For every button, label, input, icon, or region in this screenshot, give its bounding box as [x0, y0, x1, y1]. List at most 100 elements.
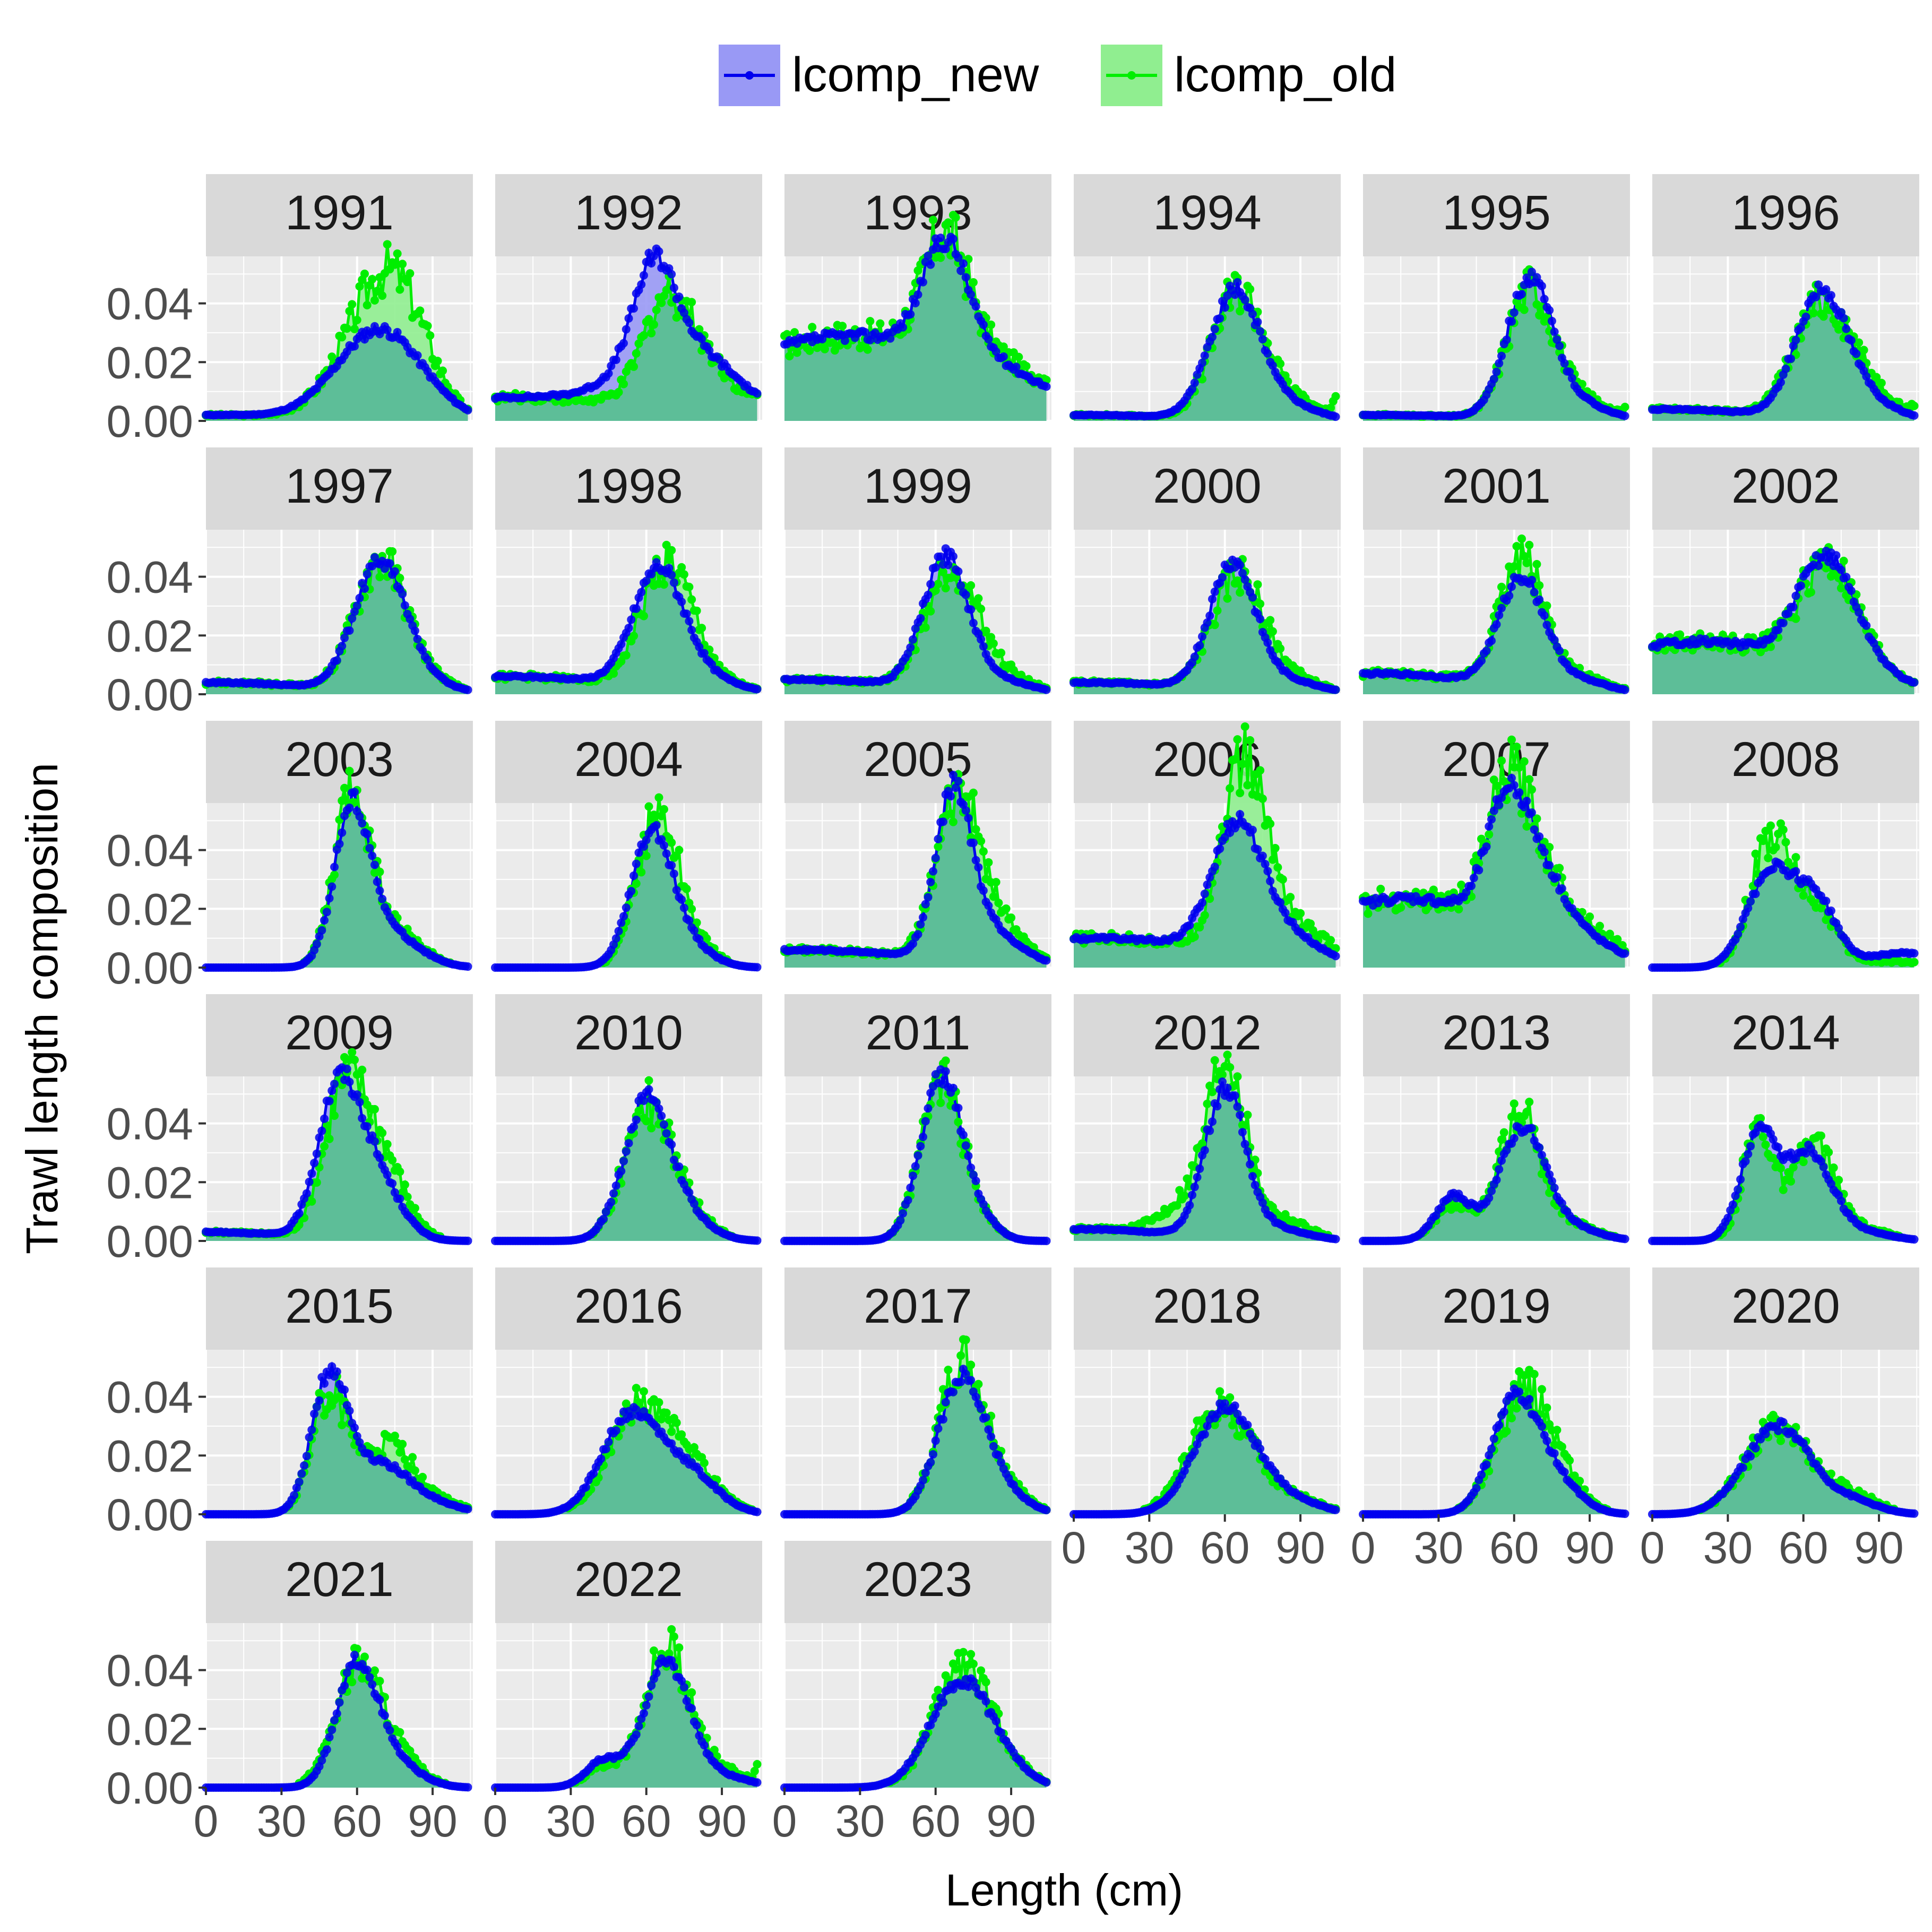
point-lcomp-new: [1620, 685, 1629, 694]
point-lcomp-new: [1527, 808, 1536, 817]
point-lcomp-new: [1510, 308, 1519, 317]
point-lcomp-new: [1535, 595, 1544, 604]
point-lcomp-new: [1266, 877, 1275, 886]
legend-label: lcomp_new: [792, 48, 1039, 102]
point-lcomp-new: [967, 1163, 976, 1172]
point-lcomp-new: [619, 1157, 628, 1166]
point-lcomp-old: [345, 307, 354, 316]
point-lcomp-new: [1210, 325, 1219, 334]
area-overlap: [495, 276, 757, 421]
point-lcomp-old: [838, 322, 847, 331]
point-lcomp-old: [1806, 588, 1815, 597]
point-lcomp-old: [659, 580, 668, 589]
point-lcomp-new: [1482, 842, 1491, 851]
point-lcomp-old: [987, 320, 996, 329]
panel-2012: 2012: [1070, 994, 1341, 1244]
strip-background: [1363, 174, 1630, 256]
point-lcomp-new: [946, 792, 955, 801]
point-lcomp-old: [1819, 312, 1828, 321]
point-lcomp-old: [934, 842, 943, 851]
point-lcomp-new: [924, 1104, 933, 1113]
point-lcomp-new: [662, 1129, 671, 1138]
point-lcomp-new: [679, 903, 688, 912]
point-lcomp-new: [607, 1197, 616, 1206]
point-lcomp-new: [1238, 1128, 1247, 1137]
point-lcomp-old: [805, 346, 814, 355]
point-lcomp-old: [1396, 903, 1405, 912]
point-lcomp-old: [1520, 757, 1529, 766]
point-lcomp-old: [639, 611, 648, 620]
point-lcomp-old: [350, 1055, 359, 1064]
point-lcomp-new: [327, 882, 337, 891]
point-lcomp-old: [1253, 580, 1262, 589]
point-lcomp-old: [1535, 581, 1544, 590]
point-lcomp-new: [1530, 588, 1539, 597]
point-lcomp-old: [1002, 904, 1011, 913]
point-lcomp-new: [1042, 1236, 1051, 1245]
point-lcomp-new: [969, 839, 978, 848]
point-lcomp-new: [1230, 1091, 1239, 1100]
point-lcomp-old: [363, 300, 372, 309]
point-lcomp-new: [956, 266, 965, 275]
point-lcomp-old: [685, 582, 694, 591]
point-lcomp-old: [1872, 373, 1881, 382]
point-lcomp-old: [647, 329, 656, 338]
area-overlap: [1363, 275, 1625, 421]
point-lcomp-old: [954, 1117, 963, 1126]
point-lcomp-old: [370, 296, 379, 305]
point-lcomp-old: [672, 313, 681, 322]
point-lcomp-new: [944, 560, 953, 570]
point-lcomp-new: [675, 1162, 684, 1171]
point-lcomp-new: [961, 1141, 970, 1150]
legend-point: [1127, 71, 1136, 80]
strip-label: 1999: [864, 459, 972, 513]
point-lcomp-new: [1502, 335, 1511, 344]
strip-label: 1991: [285, 186, 394, 240]
point-lcomp-new: [644, 1085, 653, 1094]
point-lcomp-old: [330, 1111, 339, 1120]
point-lcomp-new: [307, 1169, 316, 1178]
point-lcomp-new: [964, 1151, 973, 1160]
point-lcomp-old: [697, 624, 706, 633]
point-lcomp-new: [931, 853, 940, 862]
point-lcomp-new: [639, 1096, 648, 1105]
point-lcomp-old: [348, 300, 357, 309]
point-lcomp-new: [1786, 354, 1795, 363]
point-lcomp-old: [1497, 582, 1506, 591]
legend-label: lcomp_old: [1174, 48, 1396, 102]
point-lcomp-new: [971, 1176, 980, 1185]
point-lcomp-new: [1205, 611, 1214, 620]
point-lcomp-new: [622, 1147, 631, 1156]
point-lcomp-old: [999, 342, 1008, 351]
point-lcomp-new: [1822, 896, 1831, 905]
points-lcomp-new: [491, 244, 762, 403]
point-lcomp-old: [1236, 788, 1245, 797]
point-lcomp-old: [948, 817, 958, 826]
point-lcomp-old: [433, 357, 442, 366]
point-lcomp-new: [1256, 327, 1265, 336]
point-lcomp-new: [1215, 844, 1224, 853]
point-lcomp-new: [345, 804, 354, 813]
point-lcomp-new: [669, 578, 678, 587]
point-lcomp-new: [1200, 351, 1209, 360]
point-lcomp-new: [335, 839, 344, 848]
point-lcomp-new: [918, 278, 927, 287]
point-lcomp-new: [1477, 656, 1486, 665]
point-lcomp-old: [1771, 843, 1780, 852]
strip-label: 2012: [1153, 1006, 1262, 1060]
point-lcomp-new: [916, 1142, 925, 1151]
point-lcomp-new: [370, 860, 379, 869]
point-lcomp-old: [1266, 819, 1275, 828]
area-overlap: [784, 239, 1047, 421]
point-lcomp-old: [340, 783, 349, 792]
point-lcomp-new: [941, 245, 950, 254]
point-lcomp-old: [1266, 616, 1275, 625]
point-lcomp-old: [1620, 402, 1629, 411]
point-lcomp-old: [345, 766, 354, 775]
point-lcomp-old: [327, 352, 337, 361]
point-lcomp-old: [1278, 875, 1287, 884]
point-lcomp-new: [1190, 1183, 1199, 1192]
panel-1998: 1998: [491, 447, 762, 695]
point-lcomp-old: [679, 570, 688, 579]
y-tick-label: 0.04: [107, 1099, 194, 1149]
